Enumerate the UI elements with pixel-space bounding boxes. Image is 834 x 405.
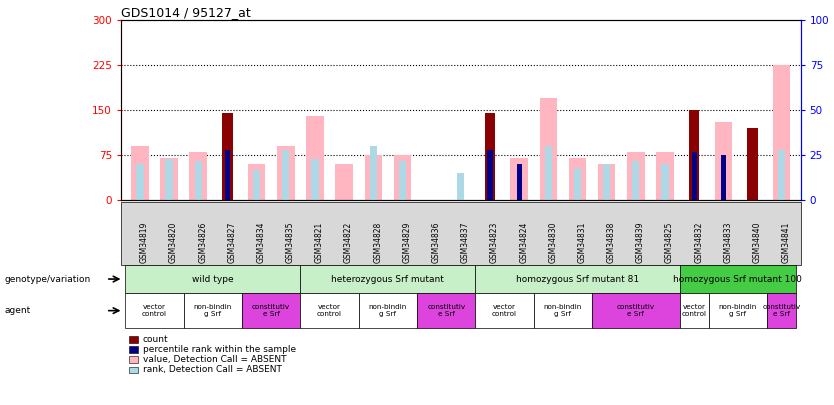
Text: percentile rank within the sample: percentile rank within the sample [143, 345, 296, 354]
Text: wild type: wild type [192, 275, 234, 284]
Text: GSM34833: GSM34833 [723, 222, 732, 263]
Bar [394, 156, 411, 200]
Text: GSM34841: GSM34841 [781, 222, 791, 263]
Text: non-bindin
g Srf: non-bindin g Srf [193, 304, 232, 317]
Bar [189, 152, 207, 200]
Bar [627, 152, 645, 200]
Bar [661, 164, 669, 200]
Text: non-bindin
g Srf: non-bindin g Srf [544, 304, 582, 317]
Bar [136, 164, 143, 200]
Text: value, Detection Call = ABSENT: value, Detection Call = ABSENT [143, 355, 286, 364]
Text: GSM34834: GSM34834 [257, 222, 265, 263]
Text: GSM34837: GSM34837 [461, 222, 470, 263]
Bar [253, 170, 260, 200]
Bar [715, 122, 732, 200]
Text: constitutiv
e Srf: constitutiv e Srf [617, 304, 655, 317]
Bar [545, 146, 552, 200]
Text: count: count [143, 335, 168, 344]
Bar [510, 158, 528, 200]
Text: GSM34838: GSM34838 [606, 222, 615, 263]
Text: constitutiv
e Srf: constitutiv e Srf [252, 304, 290, 317]
Text: GSM34824: GSM34824 [519, 222, 528, 263]
Text: GDS1014 / 95127_at: GDS1014 / 95127_at [121, 6, 251, 19]
Bar [598, 164, 615, 200]
Text: GSM34830: GSM34830 [548, 222, 557, 263]
Text: heterozygous Srf mutant: heterozygous Srf mutant [331, 275, 445, 284]
Bar [516, 164, 522, 200]
Text: rank, Detection Call = ABSENT: rank, Detection Call = ABSENT [143, 365, 282, 374]
Bar [277, 146, 294, 200]
Text: GSM34828: GSM34828 [374, 222, 382, 263]
Text: GSM34823: GSM34823 [490, 222, 499, 263]
Text: GSM34836: GSM34836 [432, 222, 440, 263]
Bar [282, 150, 289, 200]
Bar [311, 159, 319, 200]
Text: GSM34819: GSM34819 [140, 222, 149, 263]
Text: GSM34835: GSM34835 [286, 222, 294, 263]
Bar [656, 152, 674, 200]
Bar [364, 156, 382, 200]
Text: GSM34831: GSM34831 [577, 222, 586, 263]
Text: GSM34832: GSM34832 [694, 222, 703, 263]
Text: GSM34825: GSM34825 [665, 222, 674, 263]
Text: GSM34822: GSM34822 [344, 222, 353, 263]
Text: GSM34829: GSM34829 [403, 222, 411, 263]
Bar [487, 150, 493, 200]
Text: vector
control: vector control [492, 304, 517, 317]
Text: homozygous Srf mutant 100: homozygous Srf mutant 100 [674, 275, 802, 284]
Bar [248, 164, 265, 200]
Bar [485, 113, 495, 200]
Text: non-bindin
g Srf: non-bindin g Srf [369, 304, 407, 317]
Bar [131, 146, 148, 200]
Bar [225, 150, 230, 200]
Bar [574, 168, 581, 200]
Text: vector
control: vector control [317, 304, 342, 317]
Bar [749, 159, 756, 200]
Bar [778, 150, 786, 200]
Bar [721, 156, 726, 200]
Bar [773, 65, 791, 200]
Text: homozygous Srf mutant 81: homozygous Srf mutant 81 [516, 275, 639, 284]
Bar [457, 173, 465, 200]
Bar [603, 164, 610, 200]
Text: non-bindin
g Srf: non-bindin g Srf [719, 304, 757, 317]
Text: constitutiv
e Srf: constitutiv e Srf [762, 304, 801, 317]
Text: GSM34827: GSM34827 [228, 222, 236, 263]
Text: vector
control: vector control [142, 304, 167, 317]
Text: agent: agent [4, 306, 30, 315]
Text: constitutiv
e Srf: constitutiv e Srf [427, 304, 465, 317]
Text: GSM34820: GSM34820 [169, 222, 178, 263]
Bar [691, 152, 696, 200]
Bar [369, 146, 377, 200]
Text: GSM34839: GSM34839 [636, 222, 645, 263]
Text: GSM34821: GSM34821 [315, 222, 324, 263]
Bar [306, 116, 324, 200]
Text: vector
control: vector control [681, 304, 706, 317]
Text: genotype/variation: genotype/variation [4, 275, 90, 284]
Text: GSM34840: GSM34840 [752, 222, 761, 263]
Bar [223, 113, 233, 200]
Bar [194, 161, 202, 200]
Bar [569, 158, 586, 200]
Bar [399, 161, 406, 200]
Bar [160, 158, 178, 200]
Bar [165, 159, 173, 200]
Bar [540, 98, 557, 200]
Bar [747, 128, 757, 200]
Bar [689, 111, 699, 200]
Bar [632, 161, 640, 200]
Bar [335, 164, 353, 200]
Text: GSM34826: GSM34826 [198, 222, 207, 263]
